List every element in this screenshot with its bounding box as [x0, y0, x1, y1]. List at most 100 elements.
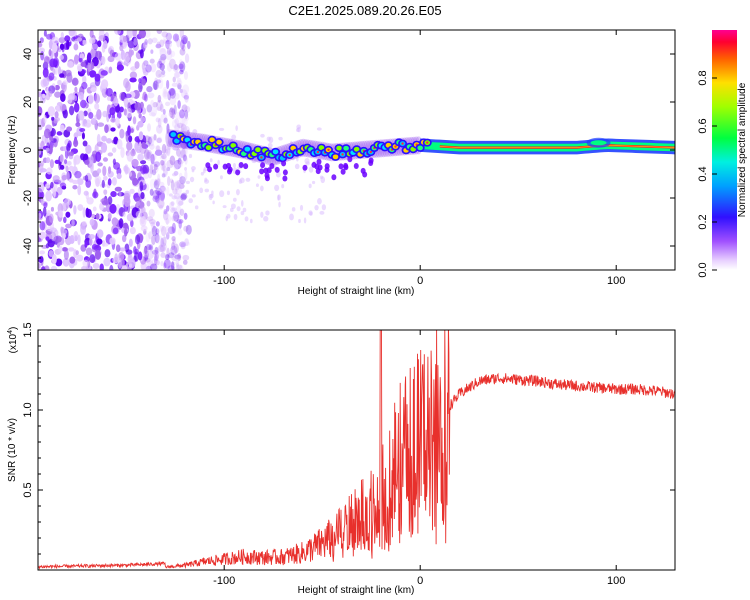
snr-ticks: -100 0 100 0.5 1.0 1.5 [22, 322, 675, 587]
spectrogram-noise-mark [39, 250, 46, 255]
spectrogram-noise-mark [176, 80, 183, 86]
spectrogram-blob-core [316, 150, 320, 154]
spectrogram-noise-mark [153, 161, 161, 168]
spectrogram-noise-mark [119, 44, 124, 52]
spectrogram-noise-mark [38, 106, 43, 117]
spectrogram-noise-mark [130, 128, 134, 133]
spectrogram-noise-mark [159, 225, 164, 232]
spectrogram-noise-mark [311, 180, 316, 185]
spectrogram-noise-mark [92, 262, 100, 269]
spectrogram-noise-mark [89, 70, 97, 78]
spectrogram-noise-mark [45, 147, 50, 152]
spectrogram-noise-mark [65, 211, 71, 218]
spectrogram-noise-mark [144, 38, 148, 45]
spectrogram-noise-mark [46, 167, 53, 175]
spectrogram-noise-mark [171, 215, 176, 222]
spectrogram-noise-mark [184, 92, 189, 103]
spectrogram-noise-mark [139, 181, 144, 192]
spectrogram-noise-mark [76, 254, 84, 262]
spectrogram-hump-core [590, 140, 607, 146]
spectrogram-noise-mark [182, 156, 188, 162]
spectrogram-noise-mark [155, 228, 160, 235]
spectrogram-noise-mark [84, 159, 90, 165]
spectrogram-noise-mark [231, 134, 237, 140]
spectrogram-noise-mark [132, 30, 137, 38]
spectrogram-noise-mark [172, 76, 176, 83]
spectrogram-blob-inner [255, 147, 261, 153]
spectrogram-noise-mark [168, 193, 173, 197]
spectrogram-noise-mark [38, 47, 46, 54]
spectrogram-noise-mark [95, 213, 100, 220]
spectrogram-noise-mark [91, 244, 98, 250]
snr-frame [37, 329, 676, 571]
spectrogram-noise-mark [62, 109, 68, 119]
spectrogram-noise-mark [154, 77, 158, 84]
spectrogram-noise-mark [143, 247, 149, 258]
spectrogram-noise-mark [236, 206, 241, 212]
snr-series-line [38, 330, 675, 570]
spectrogram-noise-mark [40, 51, 45, 61]
spectrogram-noise-mark [163, 35, 167, 44]
spectrogram-noise-mark [309, 211, 313, 216]
spectrogram-noise-mark [58, 245, 63, 253]
spectrogram-stray-blob [360, 167, 366, 174]
spectrogram-noise-mark [275, 171, 281, 178]
spectrogram-noise-mark [73, 231, 79, 242]
spectrogram-noise-mark [77, 234, 81, 246]
spectrogram-noise-mark [85, 144, 92, 155]
spectrogram-noise-mark [143, 41, 148, 49]
spectrogram-noise-mark [73, 154, 81, 165]
spectrogram-noise-mark [240, 210, 245, 216]
spectrogram-noise-mark [181, 117, 188, 127]
spectrogram-noise-mark [182, 259, 188, 265]
spectrogram-noise-mark [222, 205, 227, 209]
spectrogram-noise-mark [159, 185, 166, 192]
spectrogram-noise-mark [133, 37, 138, 46]
spectrogram-noise-mark [166, 62, 173, 73]
spectrogram-noise-mark [155, 43, 162, 49]
spectrogram-noise-mark [42, 78, 50, 87]
spectrogram-noise-mark [179, 114, 186, 125]
spectrogram-noise-mark [140, 116, 146, 123]
spectrogram-noise-mark [299, 204, 304, 211]
spectrogram-noise-mark [171, 82, 179, 87]
spectrogram-stray-blob [207, 166, 213, 173]
spectrogram-noise-mark [171, 195, 178, 200]
spectrogram-noise-mark [130, 219, 134, 228]
spectrogram-noise-mark [149, 246, 154, 253]
spectrogram-noise-mark [109, 264, 114, 270]
snr-ylabel: SNR (10 * v/v) [7, 418, 18, 482]
spectrogram-noise-mark [164, 225, 171, 235]
spectrogram-stray-blob [238, 161, 244, 168]
spectrogram-noise-mark [128, 238, 133, 248]
spectrogram-noise-mark [102, 157, 109, 162]
spectrogram-ytick-label: 20 [22, 96, 34, 108]
spectrogram-noise-mark [137, 251, 143, 261]
spectrogram-noise-mark [183, 225, 189, 232]
spectrogram-noise-mark [165, 39, 170, 50]
spectrogram-noise-mark [54, 84, 60, 91]
spectrogram-noise-mark [134, 197, 142, 203]
spectrogram-noise-mark [183, 71, 189, 80]
spectrogram-noise-mark [66, 171, 70, 181]
spectrogram-noise-mark [38, 262, 41, 269]
spectrogram-noise-mark [226, 213, 231, 219]
spectrogram-noise-mark [157, 117, 162, 129]
spectrogram-noise-mark [156, 178, 161, 186]
spectrogram-noise-mark [182, 84, 190, 95]
spectrogram-noise-mark [170, 207, 176, 213]
spectrogram-noise-mark [178, 264, 184, 270]
spectrogram-noise-mark [97, 122, 105, 127]
spectrogram-noise-mark [51, 253, 57, 265]
spectrogram-noise-mark [148, 250, 154, 259]
spectrogram-noise-mark [134, 61, 140, 69]
spectrogram-noise-mark [150, 63, 157, 73]
spectrogram-noise-mark [175, 205, 182, 217]
spectrogram-noise-mark [144, 250, 149, 260]
spectrogram-noise-mark [102, 165, 107, 177]
spectrogram-stray-blob [340, 168, 346, 175]
spectrogram-noise-mark [50, 206, 55, 212]
spectrogram-noise-mark [160, 159, 165, 165]
spectrogram-noise-mark [63, 249, 69, 261]
spectrogram-noise-mark [177, 157, 182, 165]
